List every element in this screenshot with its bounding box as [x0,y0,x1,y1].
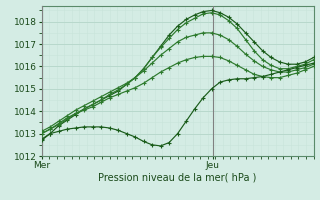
X-axis label: Pression niveau de la mer( hPa ): Pression niveau de la mer( hPa ) [99,173,257,183]
